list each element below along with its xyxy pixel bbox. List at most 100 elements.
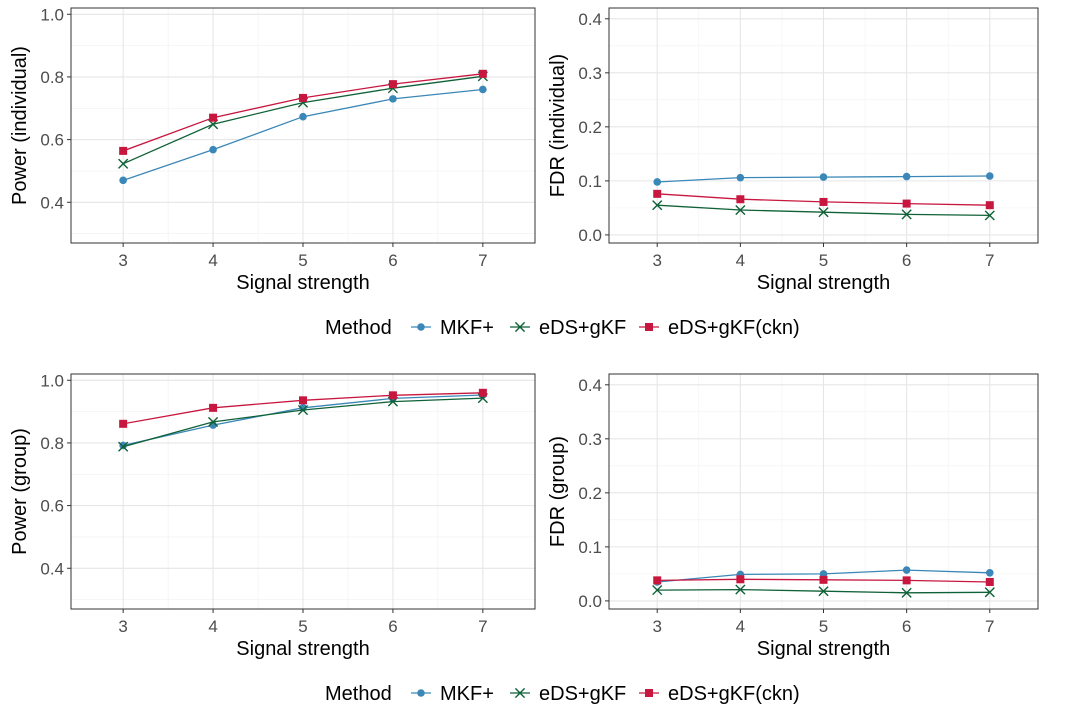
y-tick-label: 0.2 [578,484,602,503]
y-axis-title: Power (group) [9,428,31,555]
y-tick-label: 0.4 [578,10,602,29]
x-tick-label: 4 [736,251,745,270]
data-point-eds-gkf-ckn [985,577,994,586]
data-point-eds-gkf-ckn [209,403,218,412]
legend-label: eDS+gKF(ckn) [668,317,800,339]
y-axis-title: FDR (individual) [547,54,569,197]
data-point-eds-gkf [735,204,746,216]
x-tick-label: 4 [208,251,217,270]
y-tick-label: 0.8 [40,68,64,87]
legend-label: eDS+gKF [539,683,626,705]
y-axis-title: FDR (group) [547,436,569,547]
legend-item-mkf: MKF+ [411,683,494,705]
series-eds-gkf-ckn [653,575,994,586]
x-tick-label: 3 [652,251,661,270]
panel-fdr-group: 3 4 5 6 7 0.0 0.1 0.2 0.3 0.4 Signal strength FDR (… [547,373,1039,660]
legend-key-marker [417,323,425,331]
data-point-eds-gkf [818,586,829,597]
gridlines [71,374,535,609]
legend-label: MKF+ [440,317,494,339]
y-tick-label: 0.4 [40,559,64,578]
data-point-eds-gkf-ckn [119,419,128,428]
series-eds-gkf-ckn [119,388,487,428]
data-point-eds-gkf [118,441,129,452]
data-point-mkf [209,145,217,154]
series-eds-gkf [652,200,995,221]
data-point-mkf [299,112,307,121]
data-point-mkf [119,176,127,185]
panel-power-group: 3 4 5 6 7 0.4 0.6 0.8 1.0 Signal strength Power (g… [9,371,536,660]
y-tick-label: 0.1 [578,538,602,557]
gridlines [71,8,535,243]
data-point-eds-gkf-ckn [388,391,397,400]
panel-fdr-individual: 3 4 5 6 7 0.0 0.1 0.2 0.3 0.4 Signal strength FDR (… [547,7,1039,294]
series-eds-gkf [652,584,995,598]
data-point-mkf [653,178,662,186]
y-tick-label: 0.8 [40,434,64,453]
legend-key-marker [645,323,653,331]
x-tick-label: 6 [902,251,911,270]
data-point-eds-gkf-ckn [299,396,307,405]
y-tick-label: 0.3 [578,430,602,449]
legend-label: MKF+ [440,683,494,705]
legend-item-eds-gkf-ckn: eDS+gKF(ckn) [639,317,800,339]
legend-item-mkf: MKF+ [411,317,494,339]
data-point-mkf [902,566,911,574]
data-point-eds-gkf [818,207,829,218]
x-tick-label: 7 [985,617,994,636]
panel-power-individual: 3 4 5 6 7 0.4 0.6 0.8 1.0 Signal strength Power (i… [9,5,536,294]
legend-label: eDS+gKF(ckn) [668,683,800,705]
data-point-eds-gkf [297,404,309,416]
data-point-eds-gkf [984,587,995,598]
data-point-eds-gkf-ckn [478,388,487,397]
series-eds-gkf-ckn [653,189,994,210]
data-point-eds-gkf-ckn [209,113,218,122]
x-tick-label: 7 [478,251,487,270]
data-point-mkf [736,173,745,182]
y-tick-label: 0.6 [40,497,64,516]
y-tick-label: 0.4 [40,193,64,212]
data-point-mkf [819,570,828,578]
x-tick-label: 6 [388,617,397,636]
y-axis-title: Power (individual) [9,46,31,205]
data-point-eds-gkf [735,584,746,595]
data-point-eds-gkf-ckn [653,576,662,585]
data-point-mkf [479,85,487,94]
series-mkf [653,172,994,186]
data-point-mkf [389,95,397,103]
data-point-mkf [985,172,994,180]
data-point-mkf [902,172,911,181]
legend-top: Method MKF+ eDS+gKF eDS+gKF(ckn) [325,317,800,339]
data-point-eds-gkf-ckn [388,80,397,89]
data-point-eds-gkf [652,584,663,596]
legend-item-eds-gkf: eDS+gKF [510,317,626,339]
legend-key-marker [514,321,526,333]
x-tick-label: 4 [736,617,745,636]
legend-title: Method [325,683,392,705]
x-tick-label: 3 [652,617,661,636]
data-point-eds-gkf-ckn [819,197,828,206]
x-tick-label: 4 [208,617,217,636]
y-tick-label: 1.0 [40,371,64,390]
data-point-eds-gkf [652,200,663,211]
legend-item-eds-gkf: eDS+gKF [510,683,626,705]
x-tick-label: 6 [388,251,397,270]
data-point-eds-gkf [901,209,912,220]
data-point-mkf [819,173,828,181]
legend-key-marker [514,687,526,699]
legend-bottom: Method MKF+ eDS+gKF eDS+gKF(ckn) [325,683,800,705]
data-point-eds-gkf [901,587,912,598]
series-eds-gkf [118,393,488,452]
y-tick-label: 0.1 [578,172,602,191]
x-axis-title: Signal strength [757,638,890,660]
x-tick-label: 5 [819,617,828,636]
data-point-eds-gkf-ckn [985,201,994,210]
legend-item-eds-gkf-ckn: eDS+gKF(ckn) [639,683,800,705]
data-point-mkf [985,569,994,577]
y-tick-label: 0.2 [578,118,602,137]
legend-key-marker [417,689,425,697]
x-axis-title: Signal strength [236,638,369,660]
legend-key-marker [645,689,653,697]
data-point-eds-gkf-ckn [736,575,745,584]
